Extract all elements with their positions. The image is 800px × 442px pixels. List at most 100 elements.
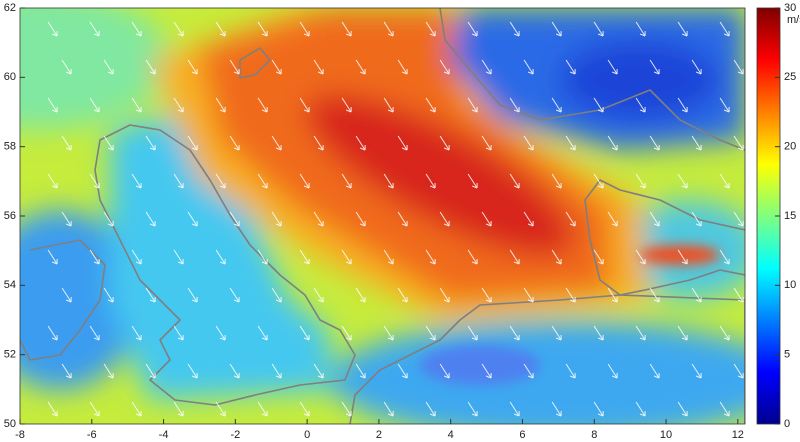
wind-arrow <box>397 135 408 151</box>
wind-arrow <box>439 287 450 303</box>
wind-arrow <box>383 97 394 113</box>
wind-arrow <box>271 363 282 379</box>
wind-arrow <box>733 211 744 227</box>
wind-arrow <box>593 249 604 265</box>
wind-arrow <box>691 211 702 227</box>
wind-arrow <box>425 173 436 189</box>
wind-arrow <box>145 287 156 303</box>
wind-arrow <box>257 325 268 341</box>
wind-arrow <box>61 363 72 379</box>
wind-arrow <box>509 325 520 341</box>
x-tick-label: -4 <box>159 429 169 441</box>
x-tick-label: -2 <box>230 429 240 441</box>
wind-arrow <box>397 287 408 303</box>
colorbar-tick-label: 25 <box>784 71 796 83</box>
wind-arrow <box>61 59 72 75</box>
x-tick-label: 4 <box>448 429 454 441</box>
wind-arrow <box>383 21 394 37</box>
wind-arrow <box>341 21 352 37</box>
wind-arrow <box>229 59 240 75</box>
wind-arrow <box>439 211 450 227</box>
wind-arrow <box>565 211 576 227</box>
wind-arrow <box>341 97 352 113</box>
wind-arrow <box>565 135 576 151</box>
y-tick-label: 56 <box>4 210 16 222</box>
wind-arrow <box>61 287 72 303</box>
wind-arrow <box>677 173 688 189</box>
wind-arrow <box>103 287 114 303</box>
wind-arrow <box>257 97 268 113</box>
colorbar-tick-label: 15 <box>784 210 796 222</box>
wind-arrow <box>425 325 436 341</box>
wind-arrow <box>89 173 100 189</box>
wind-arrow <box>635 97 646 113</box>
wind-arrow <box>481 211 492 227</box>
wind-arrow <box>229 287 240 303</box>
wind-arrow <box>677 325 688 341</box>
colorbar-tick-label: 30 <box>784 2 796 14</box>
wind-arrow <box>145 363 156 379</box>
x-tick-label: -8 <box>15 429 25 441</box>
wind-arrow <box>257 249 268 265</box>
wind-arrow <box>649 135 660 151</box>
wind-arrow <box>103 211 114 227</box>
wind-arrow <box>131 401 142 417</box>
wind-arrow <box>229 363 240 379</box>
y-tick-label: 60 <box>4 71 16 83</box>
wind-arrow <box>719 21 730 37</box>
wind-arrow <box>341 325 352 341</box>
wind-arrow <box>257 21 268 37</box>
wind-arrow <box>635 325 646 341</box>
colorbar-tick-label: 20 <box>784 141 796 153</box>
wind-arrow <box>649 363 660 379</box>
wind-arrow <box>523 211 534 227</box>
wind-arrow <box>313 287 324 303</box>
wind-arrow <box>61 135 72 151</box>
y-tick-label: 58 <box>4 141 16 153</box>
wind-arrow <box>593 97 604 113</box>
wind-arrow <box>89 249 100 265</box>
wind-arrow <box>145 211 156 227</box>
wind-arrow <box>355 287 366 303</box>
wind-arrow <box>173 97 184 113</box>
wind-arrow <box>313 363 324 379</box>
wind-arrow <box>229 135 240 151</box>
wind-arrow <box>719 97 730 113</box>
wind-arrow <box>145 135 156 151</box>
wind-arrow <box>425 21 436 37</box>
wind-arrow <box>257 401 268 417</box>
wind-arrow <box>383 401 394 417</box>
wind-arrow <box>719 249 730 265</box>
wind-arrow <box>607 287 618 303</box>
wind-arrow <box>89 97 100 113</box>
wind-arrow <box>467 97 478 113</box>
colorbar-unit: m/s <box>787 14 800 26</box>
wind-arrow <box>593 325 604 341</box>
wind-arrow <box>523 363 534 379</box>
wind-arrow <box>299 249 310 265</box>
wind-arrow <box>551 401 562 417</box>
wind-arrow <box>481 287 492 303</box>
wind-arrow <box>593 401 604 417</box>
wind-arrow <box>733 135 744 151</box>
wind-arrow <box>397 59 408 75</box>
wind-arrow <box>509 401 520 417</box>
wind-arrow <box>691 363 702 379</box>
wind-arrow <box>551 97 562 113</box>
wind-arrow <box>509 21 520 37</box>
wind-arrow <box>187 287 198 303</box>
wind-arrow <box>733 59 744 75</box>
wind-arrow <box>187 59 198 75</box>
wind-arrow <box>383 325 394 341</box>
y-tick-label: 52 <box>4 349 16 361</box>
wind-arrow <box>103 59 114 75</box>
wind-arrow <box>173 173 184 189</box>
wind-arrow <box>383 173 394 189</box>
wind-arrow <box>355 211 366 227</box>
wind-arrow <box>551 173 562 189</box>
wind-arrow <box>397 363 408 379</box>
wind-arrow <box>467 325 478 341</box>
wind-arrow <box>47 249 58 265</box>
wind-arrow <box>481 363 492 379</box>
